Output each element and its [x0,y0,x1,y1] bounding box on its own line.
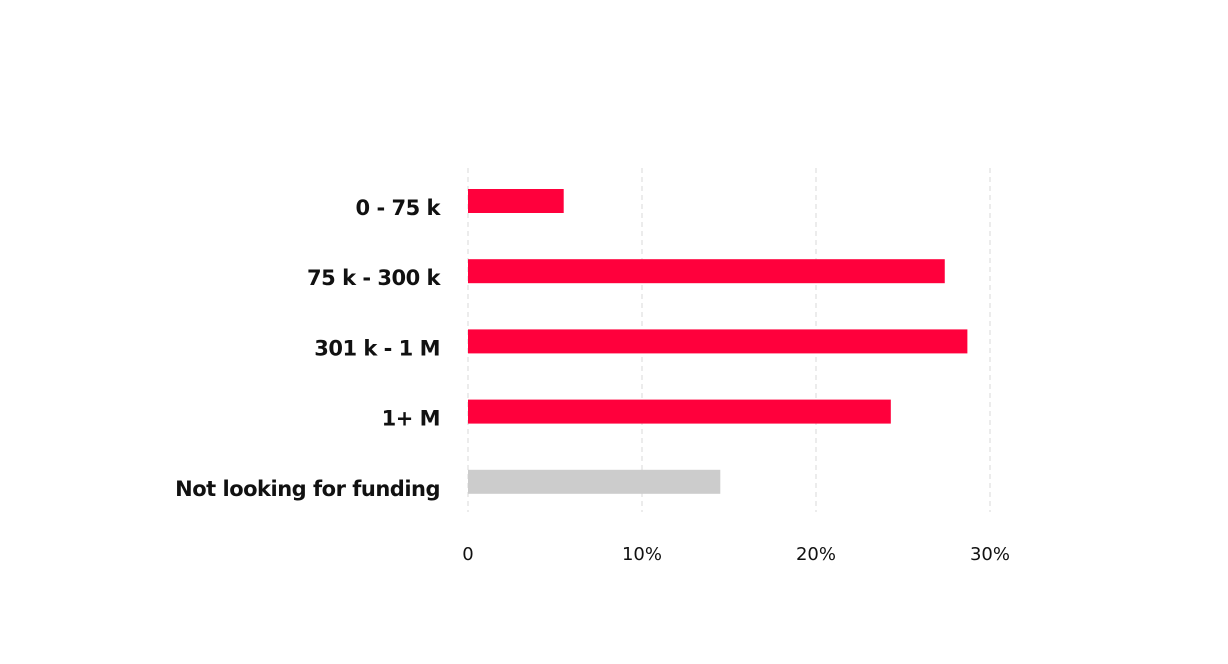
bar [468,259,945,284]
x-tick-label: 0 [462,544,473,565]
y-tick-label: 1+ M [382,407,440,431]
y-tick-label: 0 - 75 k [356,196,442,220]
y-tick-label: 75 k - 300 k [307,266,441,290]
bar [468,469,721,494]
x-tick-label: 20% [796,544,836,565]
y-tick-label: Not looking for funding [175,477,440,501]
x-tick-label: 10% [622,544,662,565]
bar [468,399,891,424]
x-tick-label: 30% [970,544,1010,565]
bar [468,329,968,354]
bar [468,189,564,213]
y-tick-label: 301 k - 1 M [314,336,440,360]
